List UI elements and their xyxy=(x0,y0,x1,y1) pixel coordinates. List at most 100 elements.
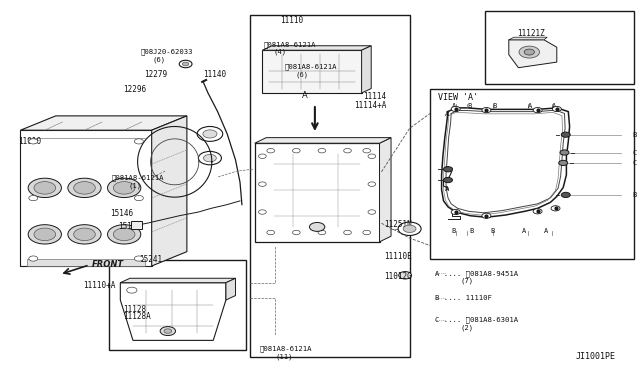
Text: 11012G: 11012G xyxy=(384,272,412,280)
Text: ⒲081A8-6121A: ⒲081A8-6121A xyxy=(285,64,337,70)
Polygon shape xyxy=(226,278,236,300)
Polygon shape xyxy=(262,46,371,50)
Circle shape xyxy=(368,182,376,186)
Text: A: A xyxy=(452,103,456,109)
Circle shape xyxy=(561,192,570,198)
Text: B: B xyxy=(445,177,449,183)
Bar xyxy=(255,143,380,242)
Circle shape xyxy=(561,132,570,137)
Circle shape xyxy=(179,60,192,68)
Circle shape xyxy=(552,106,561,112)
Text: ⒲08J20-62033: ⒲08J20-62033 xyxy=(141,49,193,55)
Text: B .... 11110F: B .... 11110F xyxy=(435,295,492,301)
Text: FRONT: FRONT xyxy=(92,260,124,269)
Circle shape xyxy=(519,46,540,58)
Text: B: B xyxy=(467,103,472,109)
Polygon shape xyxy=(380,138,391,242)
Circle shape xyxy=(29,139,38,144)
Text: C: C xyxy=(632,150,637,155)
Circle shape xyxy=(29,195,38,201)
Text: (6): (6) xyxy=(152,56,166,63)
Circle shape xyxy=(34,228,56,241)
Circle shape xyxy=(368,154,376,158)
Polygon shape xyxy=(255,138,391,143)
Text: ⒲081A8-6121A: ⒲081A8-6121A xyxy=(264,41,316,48)
Text: A: A xyxy=(302,92,307,100)
Text: 15146: 15146 xyxy=(110,209,133,218)
Circle shape xyxy=(34,182,56,194)
Circle shape xyxy=(108,225,141,244)
Text: A: A xyxy=(445,186,449,192)
Text: ⒲081A8-6121A: ⒲081A8-6121A xyxy=(259,346,312,352)
Circle shape xyxy=(113,182,135,194)
Circle shape xyxy=(259,210,266,214)
Circle shape xyxy=(310,222,325,231)
Circle shape xyxy=(403,225,416,232)
Text: A: A xyxy=(445,111,449,117)
Circle shape xyxy=(164,329,172,333)
Text: 15241: 15241 xyxy=(140,255,163,264)
Polygon shape xyxy=(509,40,557,68)
Text: 11251N: 11251N xyxy=(384,220,412,229)
Text: JI1001PE: JI1001PE xyxy=(576,352,616,361)
Circle shape xyxy=(292,148,300,153)
Circle shape xyxy=(533,108,542,113)
Text: B: B xyxy=(490,228,495,234)
Circle shape xyxy=(259,182,266,186)
Text: B: B xyxy=(469,228,474,234)
Circle shape xyxy=(28,225,61,244)
Circle shape xyxy=(29,256,38,261)
Text: A: A xyxy=(544,228,548,234)
Text: ⒲081A8-6121A: ⒲081A8-6121A xyxy=(112,174,164,181)
Text: B: B xyxy=(445,166,449,172)
Circle shape xyxy=(451,209,460,215)
Circle shape xyxy=(204,154,216,162)
Bar xyxy=(109,260,246,350)
Text: B: B xyxy=(632,132,637,138)
Circle shape xyxy=(127,287,137,293)
Circle shape xyxy=(363,230,371,235)
Circle shape xyxy=(28,178,61,198)
Circle shape xyxy=(551,206,560,211)
Text: 12296: 12296 xyxy=(124,85,147,94)
Text: 15148: 15148 xyxy=(118,222,141,231)
Bar xyxy=(27,259,145,266)
Text: B: B xyxy=(493,103,497,109)
Polygon shape xyxy=(509,37,547,40)
Circle shape xyxy=(533,209,542,214)
Text: 11121Z: 11121Z xyxy=(517,29,545,38)
Circle shape xyxy=(108,178,141,198)
Circle shape xyxy=(68,178,101,198)
Polygon shape xyxy=(152,116,187,266)
Text: B: B xyxy=(632,192,637,198)
Text: (2): (2) xyxy=(461,324,474,331)
Text: 11110E: 11110E xyxy=(384,252,412,261)
Text: 11140: 11140 xyxy=(204,70,227,79)
Text: 11110: 11110 xyxy=(280,16,303,25)
Circle shape xyxy=(113,228,135,241)
Circle shape xyxy=(267,148,275,153)
Circle shape xyxy=(318,230,326,235)
Text: 11010: 11010 xyxy=(18,137,41,146)
Text: A: A xyxy=(522,228,526,234)
Bar xyxy=(485,11,634,84)
Circle shape xyxy=(259,154,266,158)
Text: A: A xyxy=(528,103,532,109)
Circle shape xyxy=(182,62,189,66)
Circle shape xyxy=(318,148,326,153)
Circle shape xyxy=(134,139,143,144)
Text: 11128A: 11128A xyxy=(124,312,151,321)
Circle shape xyxy=(363,148,371,153)
Text: (11): (11) xyxy=(275,353,292,360)
Text: 12279: 12279 xyxy=(144,70,167,79)
Circle shape xyxy=(74,228,95,241)
Text: (4): (4) xyxy=(274,49,287,55)
Circle shape xyxy=(560,150,569,155)
Circle shape xyxy=(197,126,223,141)
Polygon shape xyxy=(120,283,226,340)
Circle shape xyxy=(398,222,421,235)
Bar xyxy=(250,15,410,357)
Text: C .... ⒲081A8-6301A: C .... ⒲081A8-6301A xyxy=(435,317,518,323)
Bar xyxy=(430,89,634,259)
Text: B: B xyxy=(452,228,456,234)
